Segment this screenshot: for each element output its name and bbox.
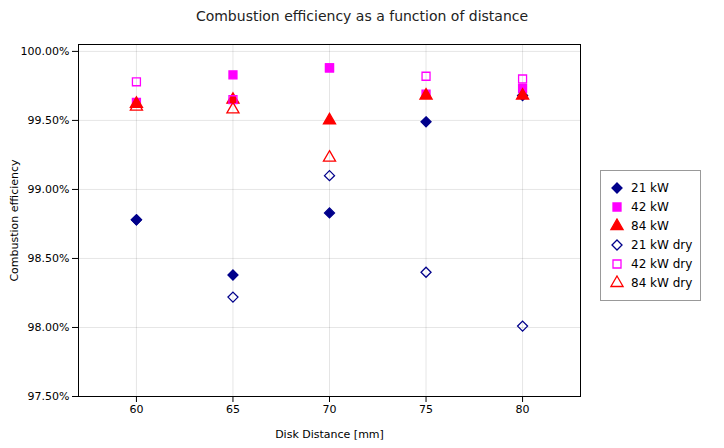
html-text:42 kW dry: 42 kW dry <box>631 256 693 271</box>
svg-text:98.50%: 98.50% <box>28 252 70 265</box>
svg-text:70: 70 <box>323 403 337 416</box>
svg-text:97.50%: 97.50% <box>28 390 70 403</box>
svg-text:99.50%: 99.50% <box>28 114 70 127</box>
html-text:21 kW: 21 kW <box>631 180 669 195</box>
html-text:42 kW: 42 kW <box>631 199 669 214</box>
svg-text:Disk Distance [mm]: Disk Distance [mm] <box>275 428 384 441</box>
html-text:21 kW dry: 21 kW dry <box>631 237 693 252</box>
svg-text:98.00%: 98.00% <box>28 321 70 334</box>
html-text:Combustion efficiency as a fun: Combustion efficiency as a function of d… <box>195 8 529 24</box>
svg-text:75: 75 <box>419 403 433 416</box>
html-text:84 kW: 84 kW <box>631 218 669 233</box>
svg-text:80: 80 <box>516 403 530 416</box>
svg-text:Combustion efficiency: Combustion efficiency <box>8 159 21 282</box>
svg-text:60: 60 <box>129 403 143 416</box>
svg-text:100.00%: 100.00% <box>21 45 70 58</box>
svg-text:99.00%: 99.00% <box>28 183 70 196</box>
html-text:84 kW dry: 84 kW dry <box>631 275 693 290</box>
svg-text:65: 65 <box>226 403 240 416</box>
